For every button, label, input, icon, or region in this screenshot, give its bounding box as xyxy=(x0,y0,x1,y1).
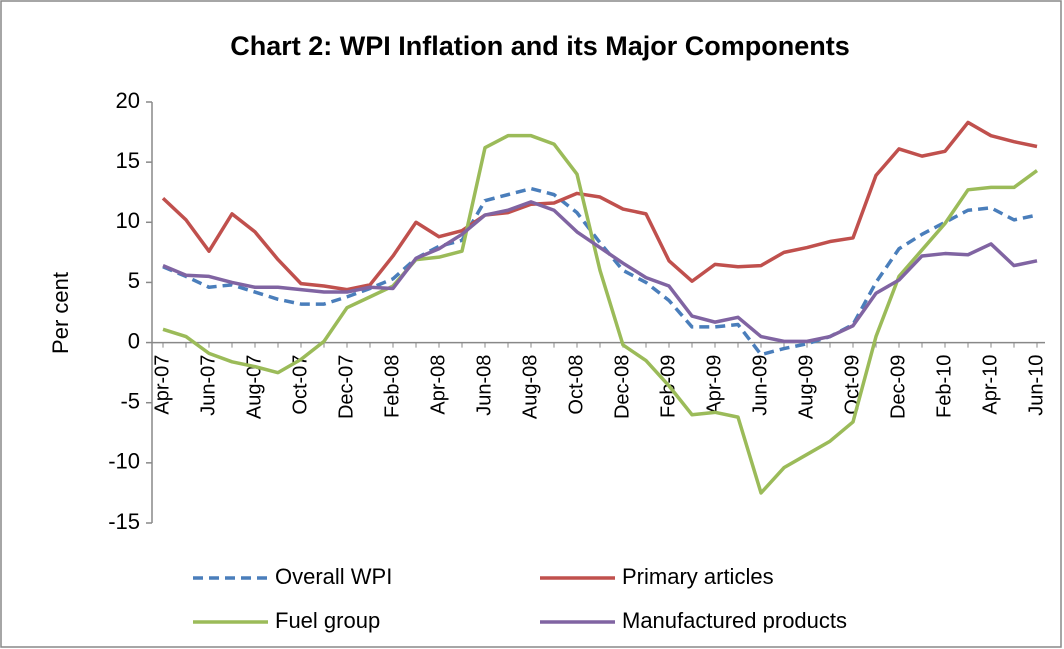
chart-title: Chart 2: WPI Inflation and its Major Com… xyxy=(230,31,850,61)
x-tick-label: Oct-08 xyxy=(565,355,587,415)
x-tick-label: Aug-07 xyxy=(243,355,265,420)
x-tick-label: Dec-07 xyxy=(335,355,357,419)
legend-label: Overall WPI xyxy=(275,564,392,589)
series-line xyxy=(161,120,1038,292)
y-tick-label: 0 xyxy=(128,328,140,353)
x-tick-label: Jun-09 xyxy=(749,355,771,416)
x-tick-label: Aug-09 xyxy=(795,355,817,420)
y-tick-label: -5 xyxy=(120,389,140,414)
x-tick-label: Feb-10 xyxy=(933,355,955,418)
x-tick-label: Oct-07 xyxy=(289,355,311,415)
x-tick-label: Oct-09 xyxy=(841,355,863,415)
x-tick-label: Apr-09 xyxy=(703,355,725,415)
x-tick-label: Dec-09 xyxy=(887,355,909,419)
x-tick-label: Dec-08 xyxy=(611,355,633,419)
y-tick-label: 15 xyxy=(116,148,140,173)
legend-label: Fuel group xyxy=(275,608,380,633)
y-axis-label: Per cent xyxy=(48,272,73,354)
x-tick-label: Apr-07 xyxy=(151,355,173,415)
x-tick-label: Apr-10 xyxy=(979,355,1001,415)
series-line xyxy=(162,186,1038,357)
x-tick-label: Aug-08 xyxy=(519,355,541,420)
legend-label: Primary articles xyxy=(622,564,774,589)
legend-label: Manufactured products xyxy=(622,608,847,633)
series-line xyxy=(162,200,1038,344)
x-tick-label: Apr-08 xyxy=(427,355,449,415)
x-tick-label: Jun-10 xyxy=(1025,355,1047,416)
x-tick-label: Jun-08 xyxy=(473,355,495,416)
y-tick-label: -10 xyxy=(108,449,140,474)
x-tick-label: Jun-07 xyxy=(197,355,219,416)
y-tick-label: 20 xyxy=(116,88,140,113)
x-tick-label: Feb-08 xyxy=(381,355,403,418)
y-tick-label: 10 xyxy=(116,208,140,233)
series-line xyxy=(162,133,1039,495)
y-tick-label: -15 xyxy=(108,509,140,534)
y-tick-label: 5 xyxy=(128,268,140,293)
